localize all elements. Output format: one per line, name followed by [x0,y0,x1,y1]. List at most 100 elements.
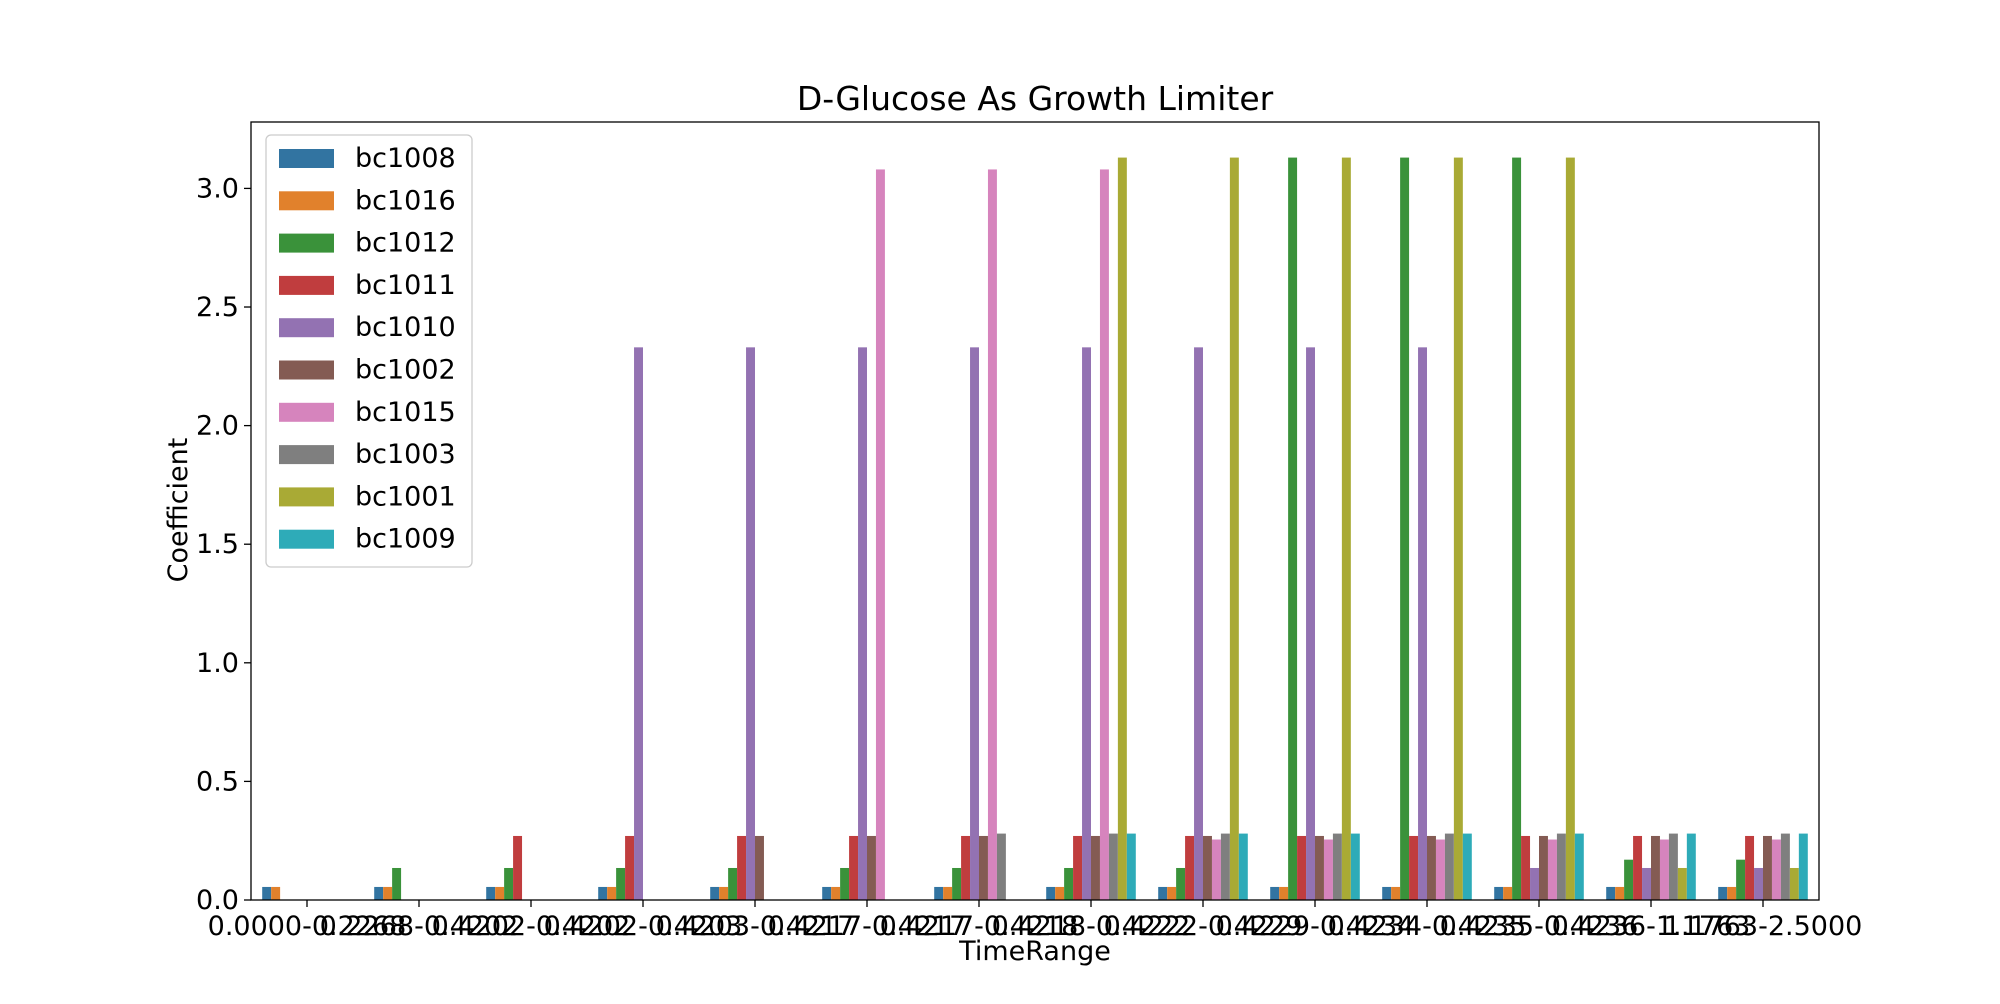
legend-swatch-bc1012 [279,233,334,253]
bar-bc1010-13 [1754,867,1763,900]
bar-bc1008-6 [934,886,944,900]
bar-bc1010-6 [970,347,979,901]
bar-bc1010-12 [1642,867,1651,900]
bar-bc1008-8 [1158,886,1168,900]
legend-swatch-bc1016 [279,191,334,211]
legend-swatch-bc1003 [279,445,334,465]
bar-bc1011-12 [1633,835,1643,900]
bar-bc1016-10 [1391,886,1401,900]
bar-bc1015-8 [1211,839,1221,900]
bar-bc1012-11 [1512,157,1522,900]
bar-bc1002-11 [1539,835,1548,900]
bar-bc1011-5 [849,835,859,900]
bar-bc1011-3 [625,835,635,900]
bar-bc1002-8 [1203,835,1212,900]
x-tick-label: 0.4218-0.4222 [992,911,1191,942]
bar-bc1012-6 [952,867,962,900]
x-tick-label: 0.4235-0.4236 [1440,911,1639,942]
legend-swatch-bc1011 [279,275,334,295]
bar-bc1016-12 [1615,886,1625,900]
bar-bc1011-2 [513,835,523,900]
bar-bc1002-6 [979,835,988,900]
x-tick-label: 0.4203-0.4217 [656,911,855,942]
bar-bc1009-8 [1238,833,1248,900]
bar-bc1010-3 [634,347,643,901]
y-tick-label: 2.0 [196,411,239,442]
bar-bc1009-13 [1798,833,1808,900]
bar-bc1012-2 [504,867,514,900]
x-tick-label: 0.4229-0.4234 [1216,911,1415,942]
bar-bc1003-6 [996,833,1006,900]
bar-bc1009-12 [1686,833,1696,900]
legend: bc1008 bc1016 bc1012 bc1011 bc1010 bc1002 bc10… [265,134,473,568]
bar-bc1016-11 [1503,886,1513,900]
bar-bc1008-5 [822,886,832,900]
bar-bc1002-13 [1763,835,1772,900]
x-tick-label: 0.4202-0.4203 [544,911,743,942]
bar-bc1010-9 [1306,347,1315,901]
bar-bc1008-7 [1046,886,1056,900]
bar-bc1008-2 [486,886,496,900]
x-tick-label: 0.4234-0.4235 [1328,911,1527,942]
bar-bc1001-7 [1117,157,1127,900]
bar-bc1016-7 [1055,886,1065,900]
bar-bc1003-10 [1444,833,1454,900]
bar-bc1002-12 [1651,835,1660,900]
chart-title: D-Glucose As Growth Limiter [797,79,1274,118]
bar-bc1015-9 [1323,839,1333,900]
bar-bc1016-3 [607,886,617,900]
legend-label-bc1002: bc1002 [355,355,456,386]
y-tick-label: 2.5 [196,292,239,323]
legend-swatch-bc1009 [279,529,334,549]
legend-label-bc1001: bc1001 [355,481,456,512]
x-tick-label: 1.1763-2.5000 [1664,911,1863,942]
bar-bc1011-9 [1297,835,1307,900]
bar-bc1003-9 [1332,833,1342,900]
legend-label-bc1016: bc1016 [355,185,456,216]
bar-bc1001-9 [1341,157,1351,900]
bar-bc1011-13 [1745,835,1755,900]
bar-bc1016-13 [1727,886,1737,900]
y-tick-label: 1.0 [196,648,239,679]
bar-bc1008-10 [1382,886,1392,900]
bar-bc1016-6 [943,886,953,900]
bar-bc1016-4 [719,886,729,900]
legend-label-bc1003: bc1003 [355,439,456,470]
x-tick-label: 0.4236-1.1763 [1552,911,1751,942]
bar-bc1003-7 [1108,833,1118,900]
bar-bc1016-0 [271,886,281,900]
y-tick-label: 3.0 [196,173,239,204]
bar-bc1016-1 [383,886,393,900]
axes-layer: 0.0 0.5 1.0 1.5 2.0 2.5 3.0 0.0000-0.22680.2268… [196,121,1863,942]
legend-label-bc1008: bc1008 [355,143,456,174]
bar-bc1015-6 [987,169,997,900]
bar-bc1015-5 [875,169,885,900]
y-axis-label: Coefficient [163,438,194,583]
bar-bc1012-3 [616,867,626,900]
bar-bc1011-10 [1409,835,1419,900]
plot-frame [250,121,1820,901]
bar-bc1003-12 [1668,833,1678,900]
x-axis-label: TimeRange [958,936,1111,967]
bar-bc1008-12 [1606,886,1616,900]
bar-bc1011-7 [1073,835,1083,900]
legend-swatch-bc1010 [279,318,334,338]
bar-bc1001-10 [1453,157,1463,900]
legend-swatch-bc1015 [279,402,334,422]
bar-bc1012-4 [728,867,738,900]
bar-bc1010-8 [1194,347,1203,901]
bar-bc1001-13 [1789,867,1799,900]
bar-bc1003-11 [1556,833,1566,900]
x-tick-label: 0.2268-0.4202 [320,911,519,942]
bar-bc1015-13 [1771,839,1781,900]
bar-bc1015-10 [1435,839,1445,900]
bar-bc1003-13 [1780,833,1790,900]
bar-bc1011-8 [1185,835,1195,900]
legend-label-bc1012: bc1012 [355,228,456,259]
bar-bc1015-11 [1547,839,1557,900]
bar-bc1016-5 [831,886,841,900]
bar-bc1001-8 [1229,157,1239,900]
bars-layer [262,157,1808,901]
legend-label-bc1010: bc1010 [355,312,456,343]
